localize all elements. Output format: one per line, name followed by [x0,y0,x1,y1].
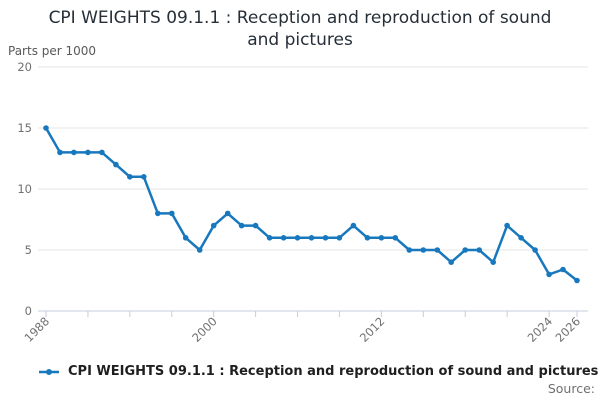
data-point-marker [43,125,49,131]
y-tick-label: 10 [17,182,32,196]
data-point-marker [238,222,245,229]
data-point-marker [113,161,119,168]
data-point-marker [155,210,161,217]
data-point-marker [57,149,63,156]
data-point-marker [210,222,217,229]
chart-title: CPI WEIGHTS 09.1.1 : Reception and repro… [48,8,552,50]
data-point-marker [546,271,552,278]
data-point-marker [294,235,301,241]
legend-line-marker-icon [39,368,59,375]
data-point-marker [392,235,399,241]
data-point-marker [71,149,77,156]
data-point-marker [99,149,105,156]
data-point-marker [504,222,510,229]
x-tick-label: 2000 [189,314,220,345]
x-tick-label: 2024 [525,314,556,345]
series-line[interactable] [44,126,579,282]
data-point-marker [182,235,189,241]
data-point-marker [378,235,385,241]
data-point-marker [224,210,231,217]
data-point-marker [169,210,175,217]
data-point-marker [448,259,455,266]
data-point-marker [434,247,441,253]
data-point-marker [476,247,483,253]
x-tick-label: 1988 [22,314,53,345]
data-point-marker [462,247,469,253]
data-point-marker [420,247,427,253]
data-point-marker [336,235,343,241]
data-point-marker [406,247,413,253]
data-point-marker [252,222,259,229]
source-label: Source: [547,381,595,396]
data-point-marker [280,235,287,241]
legend-item[interactable]: CPI WEIGHTS 09.1.1 : Reception and repro… [38,364,598,379]
data-point-marker [196,247,203,253]
legend-label: CPI WEIGHTS 09.1.1 : Reception and repro… [68,364,599,379]
y-tick-label: 0 [25,304,32,318]
y-tick-label: 15 [17,121,32,135]
data-point-marker [518,235,524,241]
data-point-marker [266,235,273,241]
data-point-marker [364,235,371,241]
y-axis-unit-label: Parts per 1000 [8,44,97,58]
x-tick-label: 2012 [357,314,388,345]
data-point-marker [574,277,580,284]
data-point-marker [350,222,357,229]
data-point-marker [141,174,147,180]
y-tick-label: 20 [17,60,32,74]
data-point-marker [532,247,538,253]
data-point-marker [127,174,133,180]
data-point-marker [85,149,91,156]
data-point-marker [560,266,566,273]
data-point-marker [490,259,497,266]
data-point-marker [308,235,315,241]
x-tick-label: 2026 [553,314,584,345]
data-point-marker [322,235,329,241]
y-tick-label: 5 [25,243,32,257]
